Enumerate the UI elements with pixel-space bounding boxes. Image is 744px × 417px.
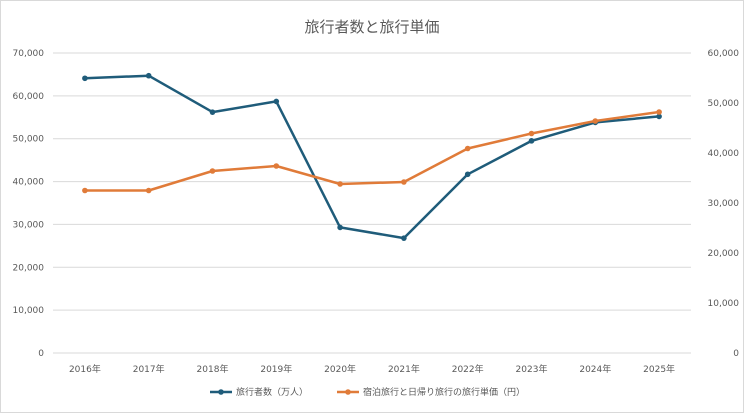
legend-label: 旅行者数（万人） [236, 386, 308, 398]
series-point [273, 98, 280, 105]
series-point [209, 109, 216, 115]
right-tick-label: 20,000 [708, 249, 740, 259]
legend-swatch-marker [345, 389, 351, 395]
legend-swatch-marker [218, 389, 224, 395]
x-tick-label: 2023年 [516, 363, 548, 375]
legend-label: 宿泊旅行と日帰り旅行の旅行単価（円） [363, 386, 525, 398]
left-tick-label: 40,000 [13, 178, 45, 188]
series-point [82, 187, 88, 194]
series-point [145, 187, 152, 194]
right-tick-label: 50,000 [708, 99, 740, 109]
series-point [337, 224, 343, 231]
gridlines [53, 52, 691, 354]
left-tick-label: 10,000 [13, 306, 45, 316]
right-tick-label: 10,000 [708, 299, 740, 309]
left-tick-label: 30,000 [13, 220, 45, 230]
left-tick-label: 70,000 [13, 49, 45, 59]
left-tick-label: 20,000 [13, 263, 45, 273]
left-tick-label: 0 [38, 349, 44, 359]
x-tick-label: 2025年 [643, 363, 675, 375]
x-tick-label: 2019年 [260, 363, 292, 375]
x-tick-label: 2016年 [69, 363, 101, 375]
left-tick-label: 60,000 [13, 92, 45, 102]
x-tick-label: 2018年 [197, 363, 229, 375]
chart-title: 旅行者数と旅行単価 [304, 18, 439, 36]
legend: 旅行者数（万人） 宿泊旅行と日帰り旅行の旅行単価（円） [210, 386, 525, 398]
series-point [592, 118, 599, 124]
series-point [656, 109, 662, 115]
series-point [209, 168, 216, 174]
series-point [656, 113, 662, 120]
series-point [82, 75, 88, 82]
x-tick-label: 2022年 [452, 363, 484, 375]
series-line [83, 74, 661, 240]
series-point [401, 179, 407, 185]
series-point [464, 145, 471, 152]
series-point [528, 130, 535, 137]
right-axis-ticks: 0 10,000 20,000 30,000 40,000 50,000 60,000 [708, 49, 740, 359]
left-tick-label: 50,000 [13, 135, 45, 145]
x-tick-label: 2021年 [388, 363, 420, 375]
series-point [464, 171, 471, 178]
series-point [145, 72, 152, 79]
left-axis-ticks: 0 10,000 20,000 30,000 40,000 50,000 60,000 70,… [13, 49, 45, 359]
series-point [528, 138, 535, 144]
series-point [401, 235, 407, 241]
x-tick-label: 2020年 [324, 363, 356, 375]
right-tick-label: 30,000 [708, 199, 740, 209]
right-tick-label: 0 [733, 349, 739, 359]
series-group [82, 72, 662, 241]
x-tick-label: 2017年 [133, 363, 165, 375]
series-line [83, 110, 661, 192]
right-tick-label: 60,000 [708, 49, 740, 59]
x-tick-label: 2024年 [579, 363, 611, 375]
series-point [273, 163, 280, 169]
x-axis-ticks: 2016年 2017年 2018年 2019年 2020年 2021年 2022年 2023年… [69, 363, 675, 375]
series-point [337, 181, 343, 187]
right-tick-label: 40,000 [708, 149, 740, 159]
